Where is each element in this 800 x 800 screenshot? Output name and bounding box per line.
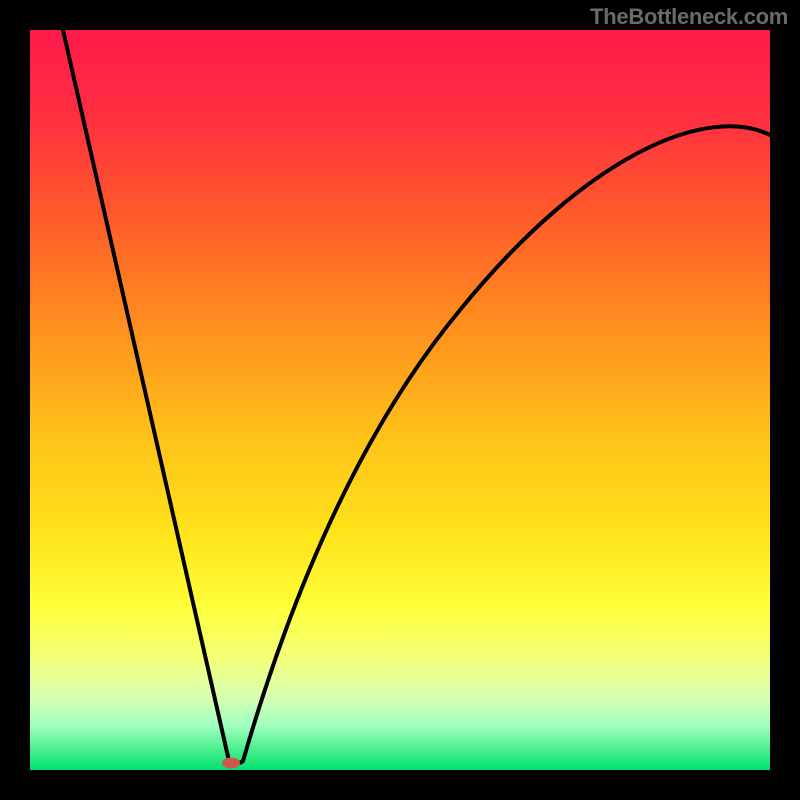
plot-area xyxy=(30,30,770,770)
curve-path xyxy=(63,30,770,763)
chart-container: TheBottleneck.com xyxy=(0,0,800,800)
trough-marker xyxy=(222,757,240,768)
watermark-text: TheBottleneck.com xyxy=(590,4,788,30)
bottleneck-curve xyxy=(30,30,770,770)
